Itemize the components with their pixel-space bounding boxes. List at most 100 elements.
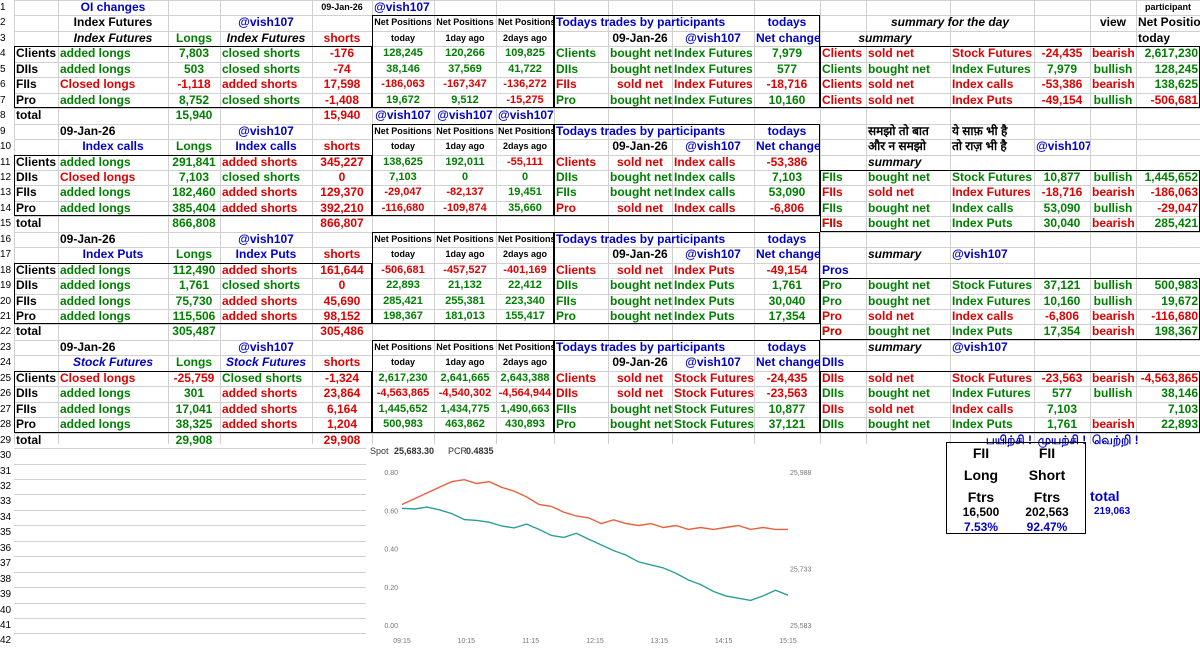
long-action[interactable]: added longs [60, 185, 131, 200]
net-change-value[interactable]: -24,435 [766, 370, 808, 385]
summary-view[interactable]: bearish [1092, 324, 1135, 339]
row-header[interactable]: 26 [0, 386, 14, 402]
summary-value[interactable]: 37,121 [1043, 278, 1081, 293]
summary-action[interactable]: sold net [868, 185, 915, 200]
row-header[interactable]: 36 [0, 540, 14, 556]
long-action[interactable]: Closed longs [60, 169, 136, 184]
trade-instrument[interactable]: Stock Futures [674, 401, 754, 416]
summary-participant[interactable]: Clients [822, 61, 863, 76]
total-longs[interactable]: 305,487 [172, 324, 216, 339]
today-header[interactable]: today [1138, 30, 1171, 45]
row-header[interactable]: 41 [0, 618, 14, 633]
oi-changes-title[interactable]: OI changes [80, 0, 146, 14]
net-pos-today[interactable]: 19,672 [386, 93, 420, 106]
total-longs[interactable]: 866,808 [172, 216, 216, 231]
participant-name[interactable]: DIIs [16, 278, 39, 293]
row-header[interactable]: 14 [0, 200, 14, 216]
summary-instrument[interactable]: Index calls [952, 77, 1014, 92]
summary-header[interactable]: summary [868, 154, 922, 169]
row-header[interactable]: 40 [0, 602, 14, 618]
summary-view[interactable]: bullish [1093, 293, 1133, 308]
participant-name[interactable]: DIIs [16, 61, 39, 76]
summary-net-position[interactable]: -116,680 [1151, 309, 1198, 323]
tamil-text[interactable]: வெற்றி ! [1092, 432, 1139, 447]
date-cell[interactable]: 09-Jan-26 [612, 247, 668, 262]
tamil-text[interactable]: முயற்சி ! [1037, 432, 1087, 447]
short-action[interactable]: added shorts [222, 293, 298, 308]
short-action[interactable]: closed shorts [222, 46, 301, 61]
net-pos-today[interactable]: 7,103 [389, 170, 417, 183]
total-longs[interactable]: 15,940 [175, 108, 213, 123]
row-header[interactable]: 39 [0, 587, 14, 603]
long-value[interactable]: -25,759 [173, 370, 215, 385]
long-value[interactable]: 291,841 [172, 154, 216, 169]
short-action[interactable]: added shorts [222, 154, 298, 169]
net-change-value[interactable]: 7,103 [771, 169, 803, 184]
net-pos-today[interactable]: 128,245 [383, 47, 423, 60]
total-shorts[interactable]: 305,486 [320, 324, 364, 339]
summary-value[interactable]: 7,979 [1046, 61, 1078, 76]
trade-participant[interactable]: Pro [556, 309, 577, 323]
handle-label[interactable]: @vish107 [498, 108, 554, 123]
row-header[interactable]: 10 [0, 139, 14, 155]
trade-instrument[interactable]: Index calls [674, 185, 736, 200]
trade-action[interactable]: sold net [616, 77, 663, 92]
summary-view[interactable]: bearish [1092, 46, 1135, 61]
net-pos-1day[interactable]: 21,132 [448, 279, 482, 292]
row-header[interactable]: 37 [0, 556, 14, 572]
net-pos-today[interactable]: -186,063 [381, 78, 425, 91]
long-action[interactable]: Closed longs [60, 77, 136, 92]
summary-instrument[interactable]: Index calls [952, 401, 1014, 416]
net-pos-2day[interactable]: 155,417 [505, 310, 545, 322]
net-change-value[interactable]: -53,386 [766, 154, 808, 169]
net-pos-today[interactable]: 38,146 [386, 62, 420, 75]
instrument-label[interactable]: Index Futures [226, 30, 306, 45]
summary-action[interactable]: sold net [868, 46, 915, 61]
summary-view[interactable] [1090, 402, 1136, 417]
tamil-text[interactable]: பயிற்சி ! [985, 432, 1032, 447]
trade-action[interactable]: bought net [610, 169, 672, 184]
participant-name[interactable]: Pro [16, 417, 37, 432]
trade-action[interactable]: bought net [610, 92, 672, 107]
trade-action[interactable]: bought net [610, 185, 672, 200]
net-positions-header[interactable]: Net Positions [498, 341, 554, 352]
long-action[interactable]: added longs [60, 46, 131, 61]
long-value[interactable]: 115,506 [172, 309, 216, 323]
trade-instrument[interactable]: Index Futures [674, 92, 753, 107]
short-action[interactable]: closed shorts [222, 61, 301, 76]
summary-participant[interactable]: DIIs [822, 401, 845, 416]
net-pos-1day[interactable]: 120,266 [445, 47, 485, 60]
net-positions-header[interactable]: Net Positions [374, 17, 432, 28]
net-positions-header[interactable]: Net Positions [374, 125, 432, 136]
today-header[interactable]: today [390, 32, 415, 43]
summary-participant[interactable]: DIIs [822, 417, 845, 432]
summary-net-position[interactable]: 7,103 [1167, 401, 1198, 416]
summary-participant[interactable]: FIIs [822, 216, 843, 231]
two-days-ago-header[interactable]: 2days ago [502, 249, 548, 260]
participant-name[interactable]: FIIs [16, 185, 37, 200]
net-pos-1day[interactable]: 0 [461, 170, 469, 183]
row-header[interactable]: 30 [0, 448, 14, 464]
long-action[interactable]: added longs [60, 386, 131, 401]
summary-net-position[interactable]: -186,063 [1150, 185, 1198, 200]
net-pos-1day[interactable]: 192,011 [445, 155, 485, 168]
net-change-value[interactable]: -6,806 [769, 200, 805, 215]
trade-action[interactable]: sold net [616, 386, 663, 401]
row-header[interactable]: 38 [0, 571, 14, 587]
summary-participant[interactable]: Pro [822, 324, 843, 339]
short-value[interactable]: 98,152 [323, 309, 361, 323]
short-action[interactable]: closed shorts [222, 169, 301, 184]
summary-instrument[interactable]: Index Futures [952, 61, 1031, 76]
trade-participant[interactable]: FIIs [556, 401, 577, 416]
row-header[interactable]: 2 [0, 15, 14, 31]
summary-header[interactable]: summary [868, 339, 922, 354]
summary-value[interactable]: 17,354 [1043, 324, 1081, 339]
long-action[interactable]: added longs [60, 61, 131, 76]
block-date[interactable]: 09-Jan-26 [60, 123, 116, 138]
row-header[interactable]: 11 [0, 154, 14, 170]
net-pos-2day[interactable]: -15,275 [506, 93, 544, 106]
summary-net-position[interactable]: 38,146 [1161, 386, 1198, 401]
trade-action[interactable]: bought net [610, 293, 672, 308]
net-change-value[interactable]: -23,563 [766, 386, 808, 401]
